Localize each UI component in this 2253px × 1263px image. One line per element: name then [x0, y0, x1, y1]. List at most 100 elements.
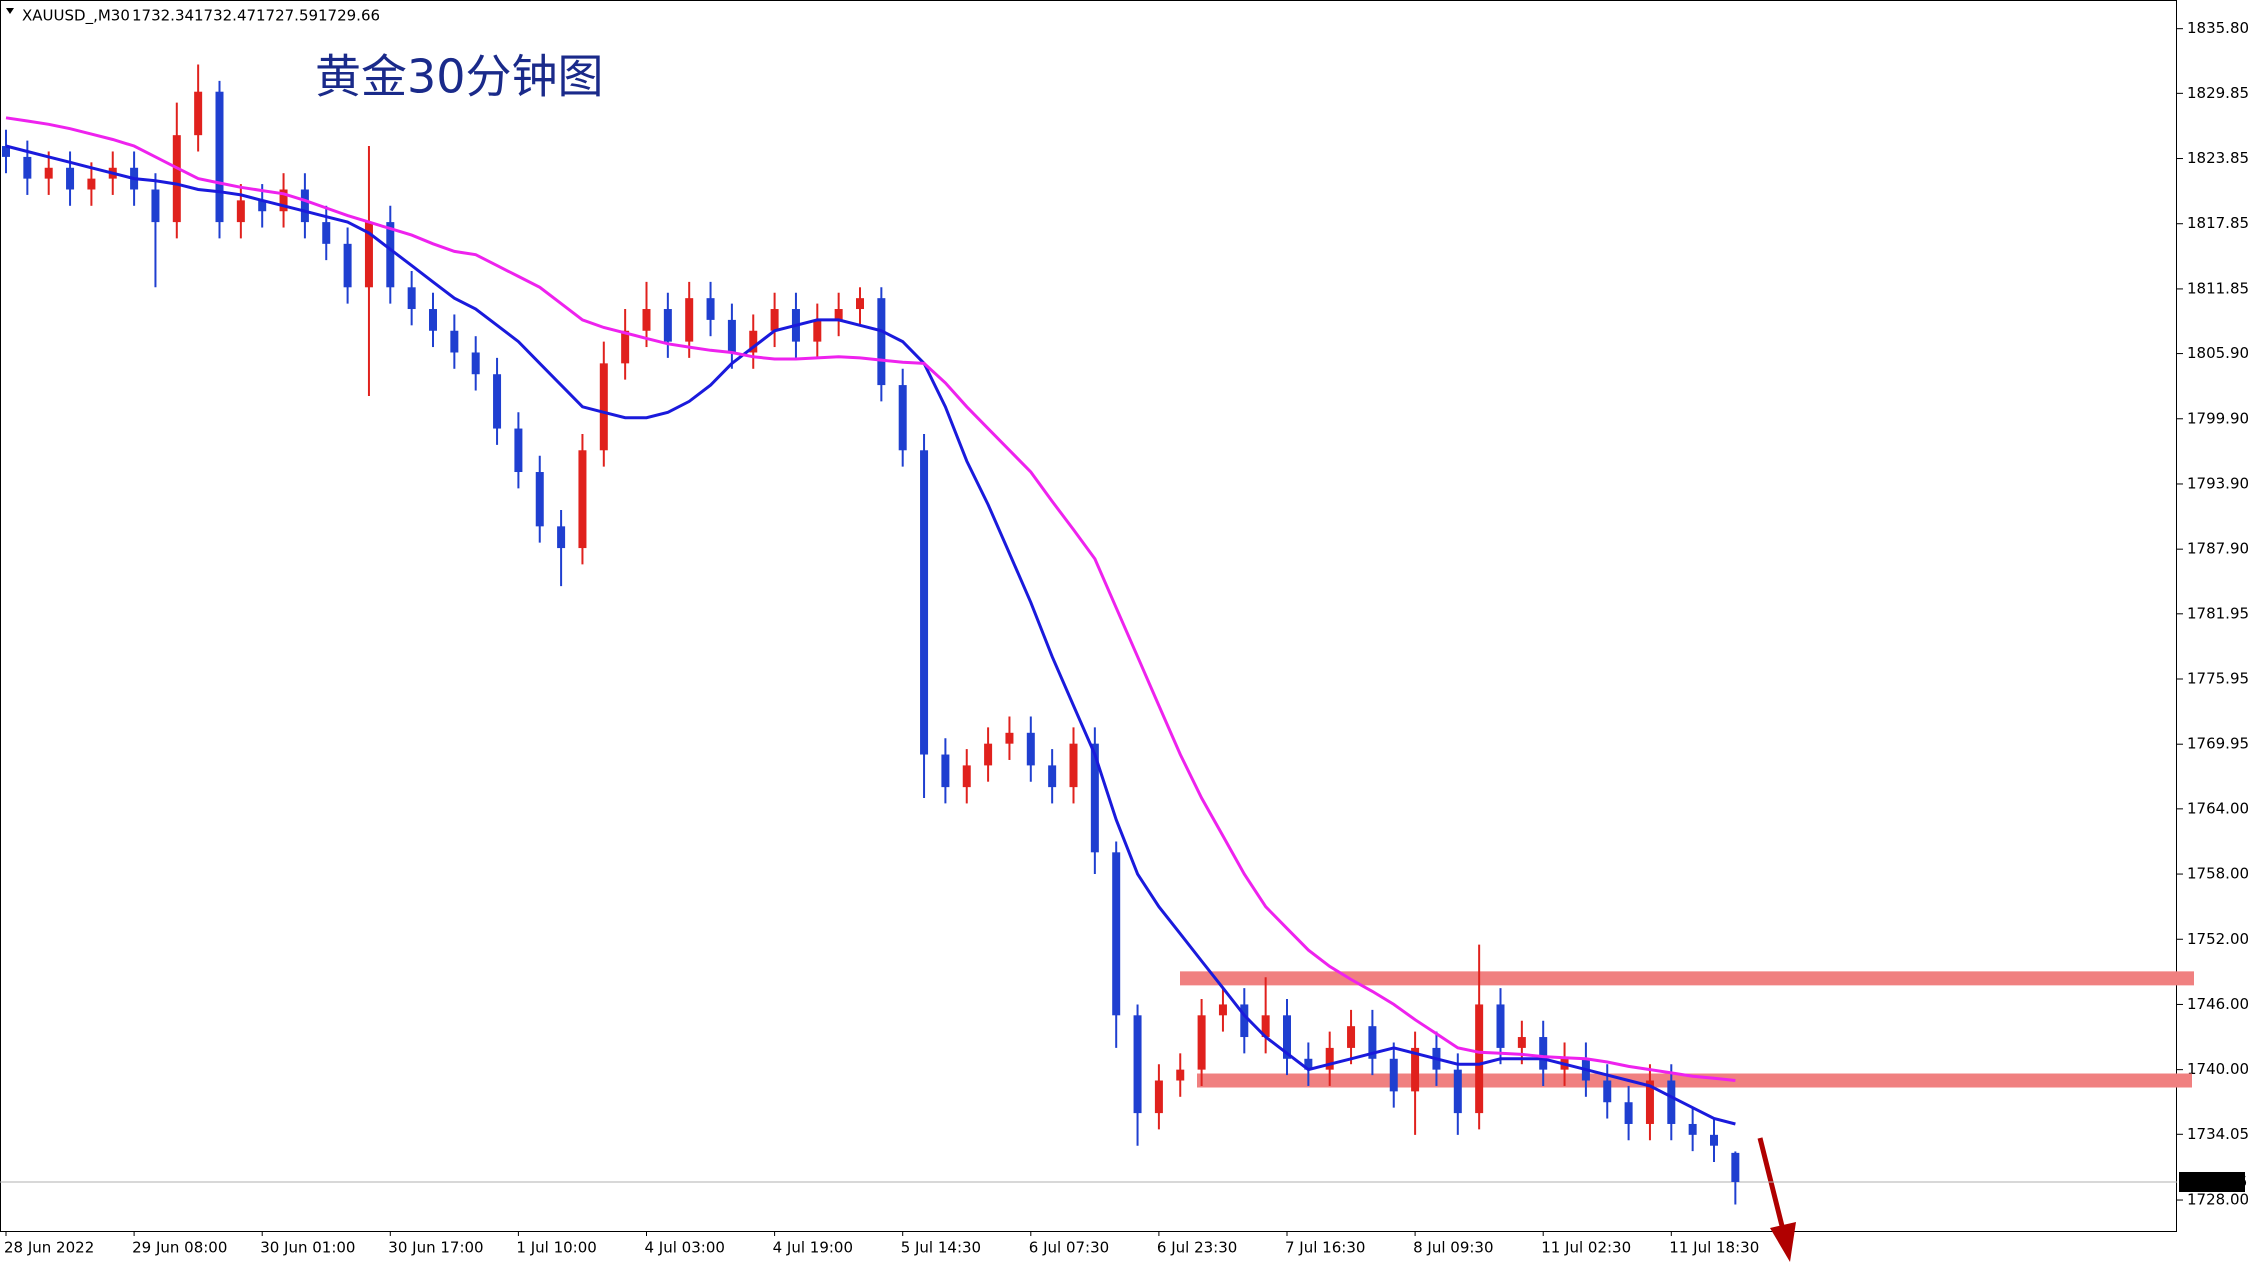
header-open: 1732.34 [132, 7, 194, 25]
moving-average [5, 116, 1736, 1082]
candle-body [1069, 743, 1078, 788]
candle-body [44, 167, 53, 179]
y-tick-label: 1775.95 [2187, 670, 2249, 688]
candle-body [642, 309, 651, 331]
y-tick-label: 1823.85 [2187, 149, 2249, 167]
candle-body [749, 330, 758, 353]
candle-body [1411, 1047, 1420, 1092]
y-tick-label: 1811.85 [2187, 279, 2249, 297]
candle-body [813, 319, 822, 342]
candle-body [984, 743, 993, 766]
y-tick-label: 1728.00 [2187, 1191, 2249, 1209]
candle-body [1368, 1026, 1377, 1059]
y-tick-label: 1734.05 [2187, 1125, 2249, 1143]
candle-body [1710, 1134, 1718, 1146]
y-tick-label: 1799.90 [2187, 409, 2249, 427]
candle-body [1325, 1047, 1334, 1070]
level-zone [1180, 971, 2194, 986]
candle-body [23, 156, 32, 179]
y-tick-label: 1758.00 [2187, 865, 2249, 883]
y-tick-label: 1740.00 [2187, 1060, 2249, 1078]
candle-body [856, 298, 864, 310]
y-tick-label: 1817.85 [2187, 214, 2249, 232]
candle-body [898, 385, 907, 451]
candle-body [599, 363, 608, 451]
candle-body [343, 243, 352, 288]
candle-body [920, 450, 929, 755]
candle-body [1176, 1069, 1185, 1081]
menu-triangle[interactable] [6, 8, 14, 14]
candle-body [727, 319, 736, 353]
price-label-box [2179, 1171, 2245, 1192]
y-tick-label: 1829.85 [2187, 84, 2249, 102]
header-close: 1729.66 [318, 7, 380, 25]
candle-body [493, 374, 502, 429]
x-tick-label: 5 Jul 14:30 [901, 1239, 981, 1257]
candle-body [87, 178, 96, 190]
candle-body [322, 222, 331, 244]
candle-body [1133, 1015, 1142, 1114]
down-arrow [1757, 1137, 1796, 1262]
level-zone [1197, 1073, 2192, 1088]
x-tick-label: 11 Jul 18:30 [1669, 1239, 1759, 1257]
candle-body [1731, 1152, 1740, 1182]
x-tick-label: 29 Jun 08:00 [132, 1239, 227, 1257]
candle-body [194, 91, 203, 136]
y-tick-label: 1835.80 [2187, 19, 2249, 37]
x-tick-label: 30 Jun 01:00 [260, 1239, 355, 1257]
candle-body [1347, 1026, 1356, 1048]
x-tick-label: 4 Jul 19:00 [773, 1239, 853, 1257]
candle-body [258, 200, 267, 212]
x-tick-label: 1 Jul 10:00 [516, 1239, 596, 1257]
plot-frame [0, 0, 2177, 1232]
y-tick-label: 1781.95 [2187, 604, 2249, 622]
candle-body [1688, 1123, 1697, 1135]
candle-body [1283, 1015, 1291, 1059]
candle-body [1517, 1037, 1526, 1048]
moving-average [5, 144, 1736, 1126]
candle-body [1218, 1004, 1227, 1016]
y-tick-label: 1793.90 [2187, 474, 2249, 492]
candle-body [1048, 765, 1057, 788]
candle-body [1304, 1058, 1313, 1070]
header-low: 1727.59 [256, 7, 318, 25]
candle-body [279, 189, 288, 212]
candle-body [1453, 1069, 1462, 1114]
candle-body [151, 189, 160, 223]
candle-body [1496, 1004, 1505, 1048]
price-label: 1729.66 [2185, 1172, 2247, 1190]
y-tick-label: 1805.90 [2187, 344, 2249, 362]
candle-body [877, 298, 886, 386]
candle-body [172, 135, 181, 223]
candle-body [706, 298, 715, 320]
candle-body [429, 309, 437, 331]
candle-body [215, 91, 224, 223]
candle-body [535, 472, 544, 527]
candle-body [1645, 1080, 1654, 1124]
candle-body [685, 298, 694, 342]
candle-body [407, 287, 416, 310]
candle-body [1090, 743, 1099, 853]
x-tick-label: 11 Jul 02:30 [1541, 1239, 1631, 1257]
candle-body [386, 222, 395, 288]
candle-body [834, 309, 843, 320]
candle-body [1475, 1004, 1484, 1114]
candle-body [1389, 1058, 1398, 1092]
chart-title: 黄金30分钟图 [315, 50, 604, 104]
candle-body [471, 352, 480, 375]
candle-body [1603, 1080, 1612, 1103]
y-tick-label: 1746.00 [2187, 995, 2249, 1013]
candle-body [1539, 1037, 1548, 1070]
x-tick-label: 30 Jun 17:00 [388, 1239, 483, 1257]
candle-body [364, 222, 373, 288]
candle-body [1154, 1080, 1163, 1114]
candle-body [1026, 732, 1035, 766]
candle-body [663, 309, 672, 342]
header-high: 1732.47 [194, 7, 256, 25]
candle-body [450, 330, 459, 353]
x-tick-label: 8 Jul 09:30 [1413, 1239, 1493, 1257]
x-tick-label: 6 Jul 23:30 [1157, 1239, 1237, 1257]
symbol: XAUUSD_,M30 [22, 7, 130, 26]
y-tick-label: 1764.00 [2187, 799, 2249, 817]
